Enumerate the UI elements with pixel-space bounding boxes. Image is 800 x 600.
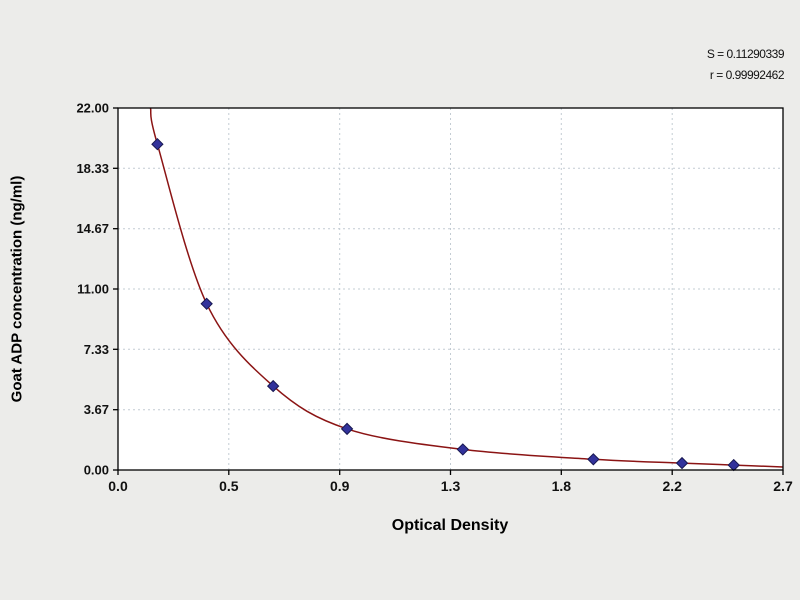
data-point (340, 422, 354, 436)
x-tick-label: 2.7 (773, 478, 793, 494)
x-tick-label: 1.3 (441, 478, 461, 494)
y-tick-label: 18.33 (76, 161, 109, 176)
x-axis-title: Optical Density (391, 517, 509, 534)
data-point (151, 137, 164, 151)
y-tick-label: 11.00 (77, 282, 109, 297)
x-tick-label: 2.2 (662, 478, 682, 494)
y-axis-title: Goat ADP concentration (ng/ml) (8, 175, 26, 403)
y-tick-label: 7.33 (84, 342, 109, 357)
y-tick-label: 0.00 (84, 463, 109, 478)
data-point (266, 379, 280, 393)
y-tick-label: 3.67 (84, 402, 109, 417)
x-tick-label: 1.8 (552, 478, 572, 494)
data-point (675, 456, 689, 470)
x-tick-label: 0.5 (219, 478, 239, 494)
fit-stat-s: S = 0.11290339 (706, 47, 785, 61)
y-tick-label: 22.00 (76, 101, 109, 116)
x-tick-label: 0.9 (330, 478, 350, 494)
data-point (456, 443, 470, 456)
y-tick-label: 14.67 (76, 221, 109, 236)
fit-stat-r: r = 0.99992462 (709, 68, 785, 82)
x-tick-label: 0.0 (108, 478, 128, 494)
fit-statistics: S = 0.11290339 r = 0.99992462 (706, 44, 785, 86)
data-point (200, 297, 213, 311)
data-point (587, 453, 600, 466)
fitted-curve (149, 108, 783, 468)
